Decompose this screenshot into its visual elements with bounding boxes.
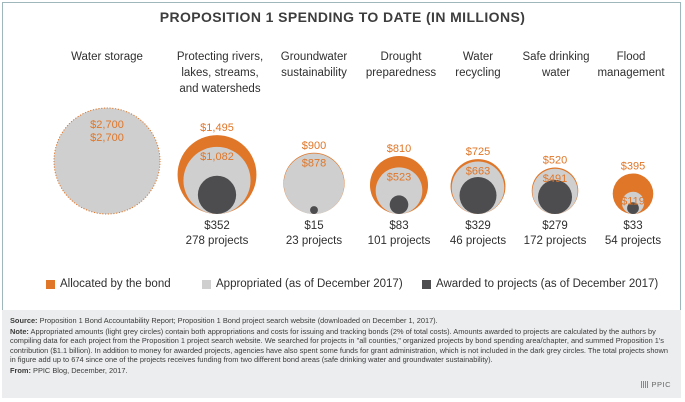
awarded-circle [537, 179, 573, 215]
category-label: Protecting rivers, lakes, streams, and w… [176, 51, 264, 95]
category-label: Water storage [71, 51, 143, 63]
projects-count-label: 278 projects [186, 235, 249, 247]
category-label: Groundwater sustainability [280, 51, 348, 79]
appropriated-circle [375, 167, 423, 214]
appropriated-value-label: $119 [621, 196, 645, 208]
bubble-chart: $2,700$2,700 $1,495 $1,082 $352 278 projects… [53, 107, 662, 247]
ppic-logo-icon [641, 381, 649, 389]
legend-swatch-awarded [422, 279, 431, 289]
legend-swatch-allocated [46, 279, 55, 289]
projects-count-label: 23 projects [286, 235, 343, 247]
footer-notes: Source: Proposition 1 Bond Accountabilit… [2, 310, 681, 398]
allocated-value-label: $810 [387, 143, 411, 155]
awarded-circle [389, 195, 409, 214]
ppic-logo: PPIC [641, 380, 671, 390]
category-label: Flood management [597, 51, 665, 79]
legend-item-appropriated: Appropriated (as of December 2017) [202, 278, 403, 290]
legend-item-awarded: Awarded to projects (as of December 2017… [422, 278, 658, 290]
legend-label-awarded: Awarded to projects (as of December 2017… [436, 278, 659, 290]
awarded-value-label: $352 [204, 220, 230, 232]
awarded-value-label: $329 [465, 220, 491, 232]
chart-title: PROPOSITION 1 SPENDING TO DATE (IN MILLI… [159, 9, 526, 25]
legend-swatch-appropriated [202, 279, 211, 289]
note-line: Note: Appropriated amounts (light grey c… [10, 326, 668, 365]
awarded-value-label: $279 [542, 220, 568, 232]
awarded-value-label: $83 [389, 220, 408, 232]
allocated-value-label: $725 [466, 146, 490, 158]
legend-label-allocated: Allocated by the bond [60, 278, 171, 290]
legend-label-appropriated: Appropriated (as of December 2017) [216, 278, 403, 290]
allocated-value-label: $1,495 [200, 122, 234, 134]
awarded-circle [459, 176, 497, 215]
allocated-circle [53, 107, 161, 215]
category-label: Drought preparedness [365, 51, 437, 79]
appropriated-value-label: $663 [466, 165, 490, 177]
projects-count-label: 46 projects [450, 235, 507, 247]
projects-count-label: 54 projects [605, 235, 662, 247]
awarded-circle [627, 202, 639, 214]
appropriated-circle [283, 153, 345, 214]
source-line: Source: Proposition 1 Bond Accountabilit… [10, 316, 438, 325]
legend-item-allocated: Allocated by the bond [46, 278, 171, 290]
awarded-value-label: $15 [304, 220, 323, 232]
awarded-circle [310, 206, 318, 214]
appropriated-value-label: $491 [543, 173, 567, 185]
projects-count-label: 172 projects [524, 235, 587, 247]
appropriated-value-label: $523 [387, 171, 411, 183]
projects-count-label: 101 projects [368, 235, 431, 247]
appropriated-value-label: $1,082 [200, 151, 234, 163]
category-label: Safe drinking water [522, 51, 590, 79]
appropriated-value-label: $2,700 [90, 132, 124, 144]
category-label: Water recycling [455, 51, 501, 79]
from-line: From: PPIC Blog, December, 2017. [10, 365, 128, 375]
awarded-circle [197, 175, 237, 214]
allocated-value-label: $395 [621, 160, 645, 172]
allocated-value-label: $520 [543, 154, 567, 166]
allocated-value-label: $2,700 [90, 119, 124, 131]
awarded-value-label: $33 [623, 220, 642, 232]
allocated-value-label: $900 [302, 140, 326, 152]
appropriated-value-label: $878 [302, 158, 326, 170]
legend: Allocated by the bond Appropriated (as o… [46, 278, 676, 294]
